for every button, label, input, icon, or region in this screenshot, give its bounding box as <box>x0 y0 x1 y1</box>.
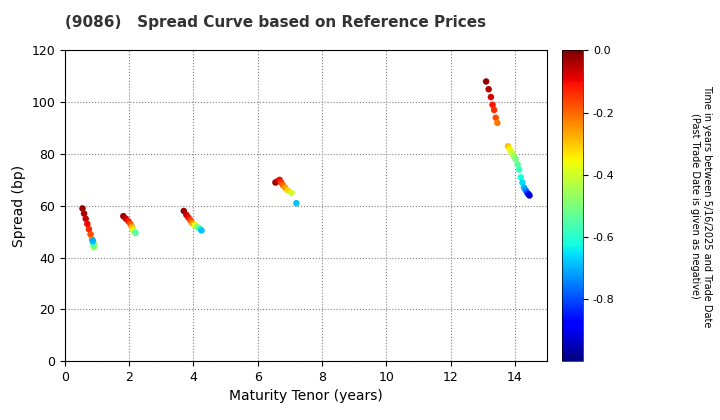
Point <box>193 224 204 231</box>
Point <box>183 214 194 221</box>
Point <box>88 240 99 247</box>
Point <box>178 207 189 214</box>
Point <box>279 184 291 191</box>
Point <box>270 179 282 186</box>
Point <box>513 166 525 173</box>
Point <box>87 237 99 244</box>
Point <box>196 227 207 234</box>
Point <box>291 200 302 207</box>
Point <box>276 179 287 186</box>
Point <box>492 120 503 126</box>
Point <box>89 243 100 249</box>
Point <box>515 174 526 181</box>
Point <box>521 189 533 196</box>
Point <box>127 224 138 231</box>
Point <box>81 220 93 227</box>
Point <box>77 205 89 212</box>
Point <box>480 78 492 85</box>
Point <box>189 222 201 228</box>
Point <box>88 244 99 251</box>
Point <box>188 220 199 227</box>
Point <box>117 213 129 220</box>
Point <box>86 236 98 243</box>
Point <box>518 184 530 191</box>
Point <box>184 217 196 223</box>
X-axis label: Maturity Tenor (years): Maturity Tenor (years) <box>229 389 383 404</box>
Text: (9086)   Spread Curve based on Reference Prices: (9086) Spread Curve based on Reference P… <box>65 15 486 30</box>
Point <box>282 187 294 194</box>
Y-axis label: Time in years between 5/16/2025 and Trade Date
(Past Trade Date is given as nega: Time in years between 5/16/2025 and Trad… <box>690 84 711 327</box>
Point <box>507 151 518 158</box>
Point <box>125 220 136 227</box>
Point <box>85 231 96 238</box>
Point <box>87 239 99 245</box>
Point <box>508 153 520 160</box>
Point <box>127 227 139 234</box>
Point <box>510 156 521 163</box>
Point <box>517 179 528 186</box>
Point <box>186 219 197 226</box>
Point <box>485 94 497 100</box>
Point <box>129 228 140 235</box>
Point <box>120 215 132 222</box>
Point <box>523 191 534 197</box>
Point <box>504 145 516 152</box>
Point <box>512 161 523 168</box>
Point <box>126 223 138 230</box>
Point <box>191 223 202 230</box>
Point <box>194 226 206 232</box>
Point <box>490 114 502 121</box>
Point <box>130 230 141 236</box>
Point <box>523 192 535 199</box>
Point <box>488 107 500 113</box>
Point <box>487 101 498 108</box>
Point <box>87 239 99 245</box>
Point <box>80 215 91 222</box>
Point <box>274 176 285 183</box>
Point <box>520 187 531 194</box>
Point <box>483 86 495 92</box>
Point <box>272 178 284 184</box>
Point <box>88 241 99 248</box>
Y-axis label: Spread (bp): Spread (bp) <box>12 165 26 247</box>
Point <box>122 218 134 225</box>
Point <box>84 226 95 232</box>
Point <box>277 182 289 189</box>
Point <box>286 189 297 196</box>
Point <box>505 148 517 155</box>
Point <box>181 212 192 218</box>
Point <box>78 210 90 217</box>
Point <box>503 143 514 150</box>
